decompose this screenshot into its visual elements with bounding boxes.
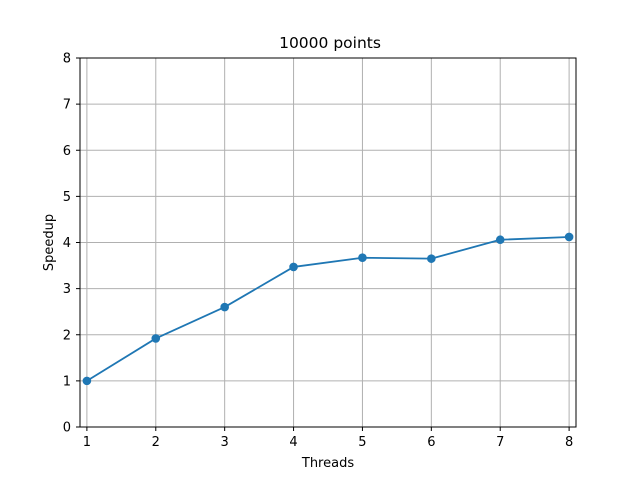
series-layer (82, 232, 574, 386)
series-line (85, 236, 571, 382)
data-point (427, 254, 436, 263)
chart-title: 10000 points (279, 34, 381, 52)
y-tick-label: 1 (63, 374, 71, 389)
tick-marks (76, 57, 570, 431)
y-tick-labels: 0 1 2 3 4 5 6 7 8 (63, 52, 71, 436)
x-tick-label: 1 (83, 435, 91, 450)
data-point (151, 334, 161, 343)
data-point (495, 235, 505, 245)
data-point (289, 262, 298, 272)
y-tick-label: 5 (63, 190, 71, 205)
data-point (82, 376, 92, 386)
y-tick-label: 4 (63, 236, 71, 251)
x-tick-label: 8 (565, 435, 573, 450)
y-axis-label: Speedup (42, 214, 57, 271)
y-tick-label: 3 (63, 282, 71, 297)
x-tick-label: 7 (496, 435, 504, 450)
x-tick-label: 4 (289, 435, 297, 450)
data-point (564, 232, 574, 242)
x-tick-labels: 1 2 3 4 5 6 7 8 (83, 435, 574, 450)
x-axis-label: Threads (301, 456, 354, 471)
x-tick-label: 2 (152, 435, 160, 450)
x-tick-label: 5 (358, 435, 366, 450)
y-tick-label: 6 (63, 144, 71, 159)
y-tick-label: 8 (63, 52, 71, 67)
data-point (220, 302, 229, 312)
data-point (358, 253, 367, 263)
y-tick-label: 2 (63, 328, 71, 343)
x-tick-label: 6 (427, 435, 435, 450)
x-tick-label: 3 (221, 435, 229, 450)
y-tick-label: 0 (63, 421, 71, 436)
y-tick-label: 7 (63, 98, 71, 113)
